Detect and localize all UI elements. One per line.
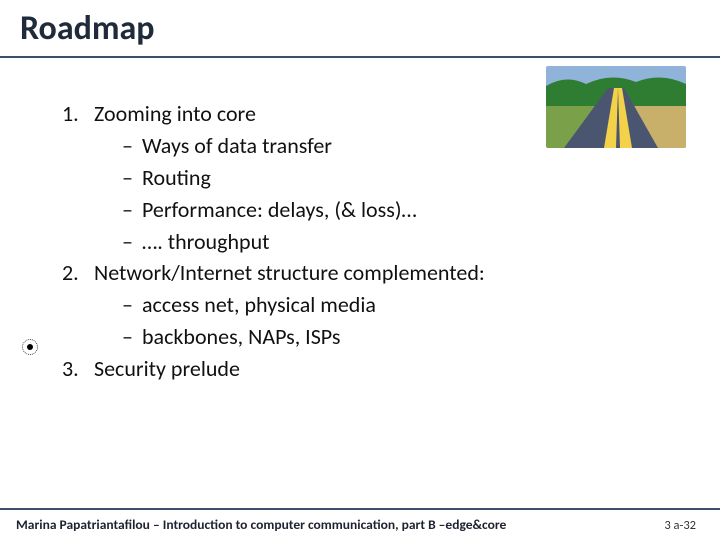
footer-text: Marina Papatriantafilou – Introduction t… [16,516,506,533]
outline-subitem-text: access net, physical media [142,291,376,318]
outline-subitem-text: Performance: delays, (& loss)… [142,196,417,223]
outline-subitem-text: backbones, NAPs, ISPs [142,323,340,350]
outline-subitem: Ways of data transfer [122,130,622,162]
title-rule [0,56,720,58]
outline-list: 1. Zooming into core Ways of data transfer… [62,98,622,385]
outline-item: 1. Zooming into core Ways of data transfer… [62,98,622,257]
outline-item-text: Security prelude [94,355,240,382]
outline-item-number: 3. [62,353,79,385]
outline-subitem-text: Ways of data transfer [142,132,332,159]
footer-rule [0,508,720,510]
outline-subitem: access net, physical media [122,289,622,321]
current-position-marker [22,339,38,355]
outline-item-number: 1. [62,98,79,130]
outline-subitem: backbones, NAPs, ISPs [122,321,622,353]
outline-subitem-text: Routing [142,164,211,191]
outline-item-text: Network/Internet structure complemented: [94,259,485,286]
outline-item-text: Zooming into core [94,100,256,127]
outline-item: 3. Security prelude [62,353,622,385]
slide-title: Roadmap [20,8,155,49]
outline-subitem: Routing [122,162,622,194]
outline-item-number: 2. [62,257,79,289]
outline-subitem-text: …. throughput [142,228,270,255]
outline-subitem: Performance: delays, (& loss)… [122,194,622,226]
outline-subitem: …. throughput [122,226,622,258]
outline-item: 2. Network/Internet structure complemente… [62,257,622,353]
page-number: 3 a-32 [664,518,696,533]
